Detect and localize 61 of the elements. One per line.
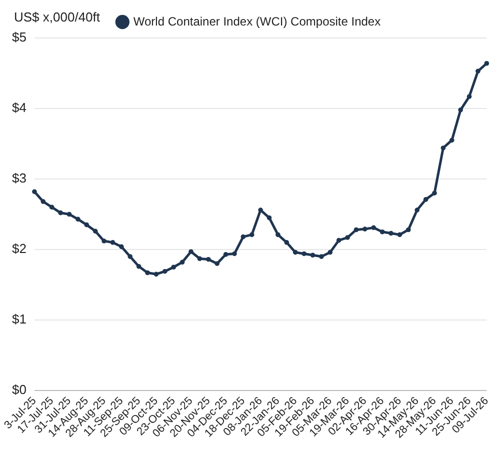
point (258, 208, 263, 212)
y-tick-label: $2 (12, 241, 26, 256)
point (249, 232, 254, 238)
point (214, 261, 220, 266)
point (128, 254, 133, 259)
legend-label: World Container Index (WCI) Composite Index (133, 14, 381, 28)
point (466, 94, 472, 99)
point (171, 264, 176, 270)
point (345, 235, 350, 240)
point (484, 60, 490, 66)
point (188, 249, 194, 254)
point (266, 215, 272, 220)
point (284, 240, 290, 245)
point (92, 228, 98, 234)
y-tick-label: $3 (12, 170, 26, 186)
point (388, 230, 394, 236)
point (319, 254, 324, 259)
point (58, 210, 63, 216)
point (145, 270, 150, 276)
point (397, 232, 402, 238)
point (432, 190, 437, 196)
point (414, 208, 420, 212)
point (197, 256, 202, 262)
point (110, 240, 116, 245)
point (328, 250, 333, 255)
point (136, 264, 142, 269)
point (423, 197, 428, 202)
point (162, 268, 168, 274)
y-axis-title: US$ x,000/40ft (14, 10, 100, 25)
point (458, 108, 463, 112)
point (40, 199, 46, 204)
point (240, 234, 246, 240)
point (371, 225, 376, 230)
y-tick-label: $4 (12, 100, 26, 116)
point (276, 232, 280, 238)
point (302, 251, 306, 256)
point (66, 212, 72, 217)
point (180, 260, 185, 265)
point (154, 272, 159, 277)
point (76, 216, 80, 222)
point (336, 238, 342, 243)
point (49, 204, 54, 210)
point (232, 251, 237, 256)
point (206, 256, 211, 262)
y-tick-label: $5 (12, 30, 26, 45)
point (440, 146, 446, 150)
point (102, 238, 106, 244)
point (476, 68, 480, 74)
point (354, 227, 359, 232)
point (406, 227, 411, 232)
point (292, 250, 298, 255)
y-tick-label: $1 (12, 312, 26, 327)
point (84, 222, 90, 228)
point (380, 229, 385, 234)
point (32, 189, 37, 194)
point (310, 252, 316, 258)
point (223, 252, 228, 257)
point (362, 226, 368, 232)
y-tick-label: $0 (12, 382, 26, 398)
point (449, 138, 454, 143)
point (119, 244, 124, 250)
